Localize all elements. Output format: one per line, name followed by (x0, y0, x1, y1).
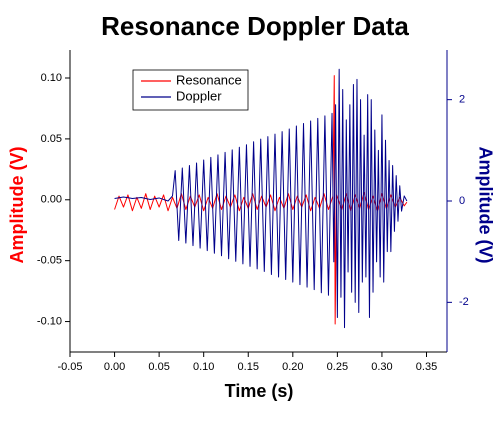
x-tick-label: 0.20 (282, 361, 303, 373)
x-tick-label: 0.10 (193, 361, 214, 373)
x-tick-label: 0.35 (416, 361, 437, 373)
legend-box (132, 69, 249, 111)
y-tick-label: -0.10 (37, 315, 62, 327)
x-tick-label: 0.25 (327, 361, 348, 373)
y-axis-label: Amplitude (V) (7, 147, 27, 264)
y-tick-label: 0.00 (41, 194, 62, 206)
x-axis-label: Time (s) (225, 381, 294, 401)
chart-title: Resonance Doppler Data (101, 11, 409, 41)
legend-label: Doppler (176, 88, 222, 103)
x-tick-label: 0.30 (371, 361, 392, 373)
y-tick-label: 0.10 (41, 72, 62, 84)
y-tick-label: 0.05 (41, 133, 62, 145)
x-tick-label: 0.05 (148, 361, 169, 373)
x-tick-label: 0.00 (104, 361, 125, 373)
y2-tick-label: 2 (459, 94, 465, 106)
series-line (114, 68, 408, 329)
y2-axis-label: Amplitude (V) (475, 147, 495, 264)
x-tick-label: -0.05 (57, 361, 82, 373)
y2-tick-label: -2 (459, 296, 469, 308)
x-tick-label: 0.15 (238, 361, 259, 373)
legend-label: Resonance (176, 72, 242, 87)
y-tick-label: -0.05 (37, 255, 62, 267)
y2-tick-label: 0 (459, 195, 465, 207)
